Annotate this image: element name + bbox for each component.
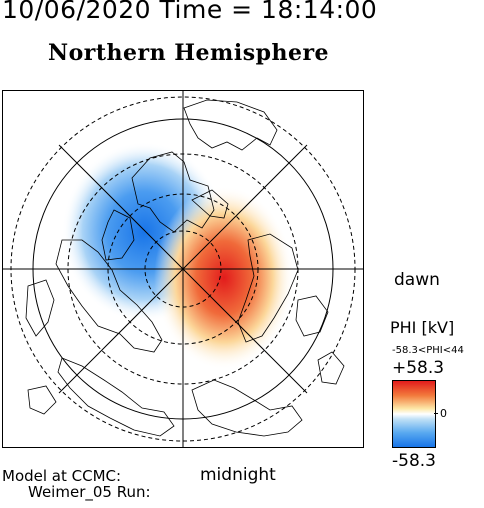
colorbar-zero-label: 0 [440,407,447,420]
midnight-label: midnight [200,465,276,485]
meridians [2,90,364,448]
polar-map [2,90,364,448]
run-footer: Weimer_05 Run: [28,483,151,501]
colorbar-min-label: -58.3 [392,451,436,471]
dawn-label: dawn [394,270,440,290]
colorbar [392,380,436,448]
colorbar-zero-tick [434,413,438,414]
colorbar-range: -58.3<PHI<44 [392,345,464,356]
time-header: 10/06/2020 Time = 18:14:00 [2,0,378,24]
colorbar-max-label: +58.3 [392,358,445,378]
coastlines [25,99,345,437]
positive-potential-cell [154,186,294,370]
model-footer: Model at CCMC: [2,467,122,485]
colorbar-title: PHI [kV] [390,318,455,337]
map-title: Northern Hemisphere [48,40,330,66]
